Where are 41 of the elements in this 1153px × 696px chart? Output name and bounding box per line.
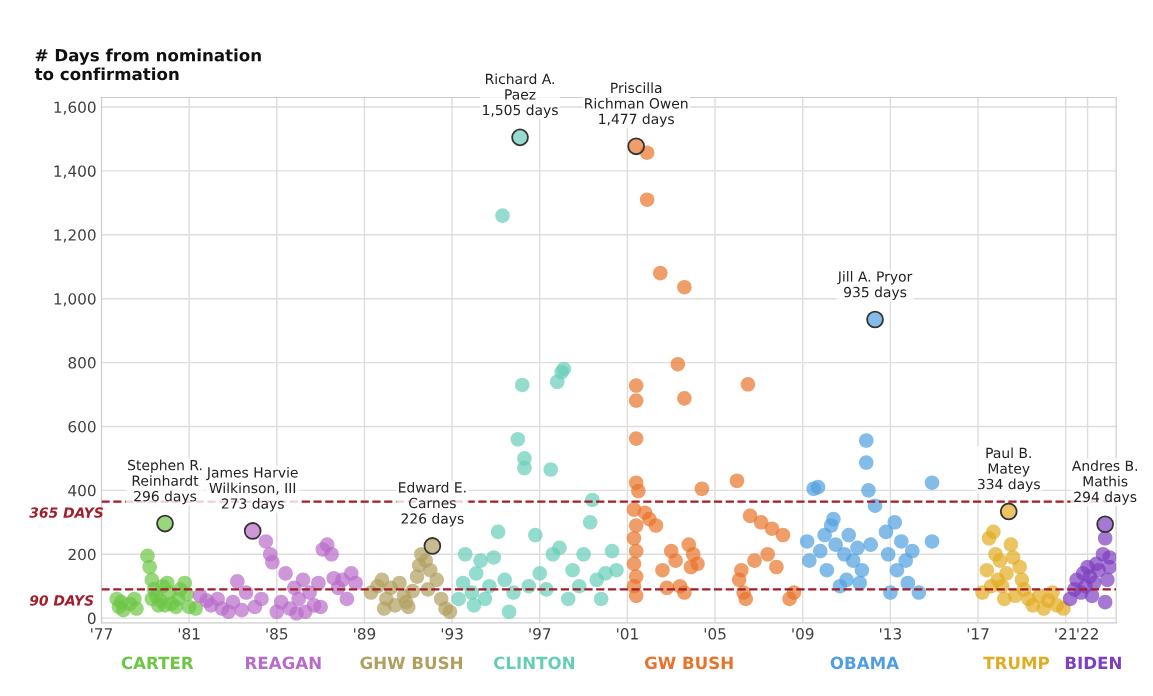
x-tick-label: '09: [792, 628, 814, 640]
x-tick-label: '77: [91, 628, 112, 640]
annotation: Edward E. Carnes 226 days: [399, 481, 466, 527]
y-tick-label: 600: [68, 420, 96, 433]
x-tick-label: '17: [967, 628, 989, 640]
x-tick-label: '01: [617, 628, 638, 640]
text: BIDEN: [1065, 656, 1121, 669]
y-tick-label: 1,400: [54, 165, 96, 179]
x-tick-label: '93: [441, 628, 463, 640]
annotation: Andres B. Mathis 294 days: [1071, 460, 1137, 505]
y-tick-label: 1,000: [54, 293, 96, 307]
annotation: James Harvie Wilkinson, III 273 days: [206, 466, 298, 512]
y-axis-title: # Days from nomination to confirmation: [34, 48, 261, 81]
text: CARTER: [121, 656, 194, 670]
y-tick-label: 800: [68, 357, 96, 369]
ref-line-label: 365 DAYS: [29, 507, 104, 518]
text: GHW BUSH: [360, 656, 462, 670]
text: TRUMP: [983, 656, 1050, 670]
text: GW BUSH: [644, 656, 733, 670]
y-tick-label: 0: [87, 612, 96, 625]
annotation: Stephen R. Reinhardt 296 days: [128, 459, 202, 505]
x-tick-label: '97: [529, 628, 551, 640]
annotation: Priscilla Richman Owen 1,477 days: [585, 82, 688, 127]
y-tick-label: 400: [68, 484, 96, 497]
text: CLINTON: [493, 656, 575, 670]
text: OBAMA: [830, 656, 899, 670]
y-tick-label: 1,600: [54, 101, 96, 115]
x-tick-label: '13: [880, 628, 901, 640]
ref-line-label: 90 DAYS: [29, 595, 94, 606]
y-tick-label: 200: [68, 548, 96, 561]
x-tick-label: '22: [1077, 628, 1098, 640]
annotation: Richard A. Paez 1,505 days: [483, 73, 558, 118]
annotation: Jill A. Pryor 935 days: [837, 271, 913, 301]
annotation: Paul B. Matey 334 days: [977, 447, 1040, 492]
x-tick-label: '05: [704, 628, 726, 640]
x-tick-label: '21: [1055, 628, 1077, 640]
text: REAGAN: [246, 656, 321, 670]
x-tick-label: '81: [178, 628, 200, 640]
y-tick-label: 1,200: [54, 229, 96, 243]
x-tick-label: '85: [266, 628, 288, 640]
x-tick-label: '89: [354, 628, 376, 640]
